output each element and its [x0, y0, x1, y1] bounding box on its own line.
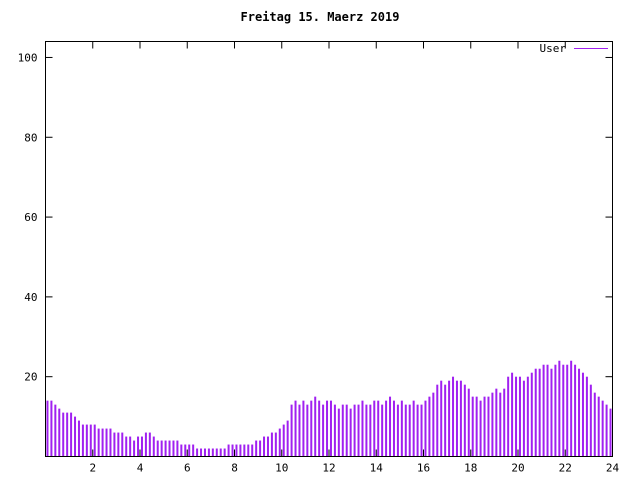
svg-text:16: 16 — [417, 462, 430, 475]
svg-text:24: 24 — [606, 462, 620, 475]
svg-text:18: 18 — [464, 462, 477, 475]
svg-text:8: 8 — [231, 462, 238, 475]
svg-text:6: 6 — [184, 462, 191, 475]
svg-text:12: 12 — [322, 462, 335, 475]
svg-text:20: 20 — [24, 371, 37, 384]
legend-line-icon — [574, 48, 608, 49]
svg-text:80: 80 — [24, 131, 37, 144]
svg-text:20: 20 — [511, 462, 524, 475]
svg-text:10: 10 — [275, 462, 288, 475]
legend-label: User — [539, 42, 567, 55]
svg-text:22: 22 — [559, 462, 572, 475]
svg-text:4: 4 — [137, 462, 144, 475]
svg-text:60: 60 — [24, 211, 37, 224]
svg-text:2: 2 — [89, 462, 96, 475]
svg-text:14: 14 — [370, 462, 384, 475]
legend: User — [539, 42, 608, 55]
svg-text:40: 40 — [24, 291, 37, 304]
chart-title: Freitag 15. Maerz 2019 — [240, 10, 400, 24]
svg-text:100: 100 — [18, 51, 38, 64]
